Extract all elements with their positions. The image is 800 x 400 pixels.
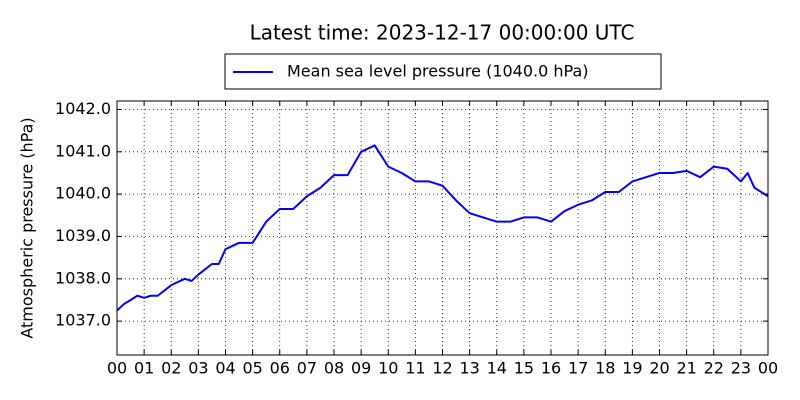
legend-label: Mean sea level pressure (1040.0 hPa) <box>287 62 589 81</box>
x-tick-label: 08 <box>324 359 344 378</box>
x-tick-label: 13 <box>459 359 479 378</box>
x-tick-label: 18 <box>595 359 615 378</box>
y-tick-label: 1038.0 <box>55 268 111 287</box>
x-tick-label: 19 <box>622 359 642 378</box>
x-tick-label: 09 <box>351 359 371 378</box>
x-tick-label: 23 <box>731 359 751 378</box>
x-tick-label: 15 <box>514 359 534 378</box>
x-tick-label: 00 <box>107 359 127 378</box>
y-axis-label: Atmospheric pressure (hPa) <box>18 117 37 338</box>
x-tick-label: 05 <box>242 359 262 378</box>
x-tick-label: 07 <box>297 359 317 378</box>
x-tick-label: 11 <box>405 359 425 378</box>
x-tick-label: 01 <box>134 359 154 378</box>
x-tick-label: 12 <box>432 359 452 378</box>
x-tick-label: 00 <box>758 359 778 378</box>
y-tick-label: 1040.0 <box>55 184 111 203</box>
x-tick-label: 17 <box>568 359 588 378</box>
y-tick-label: 1042.0 <box>55 99 111 118</box>
y-tick-label: 1037.0 <box>55 311 111 330</box>
x-tick-label: 16 <box>541 359 561 378</box>
line-series <box>116 144 769 312</box>
legend: Mean sea level pressure (1040.0 hPa) <box>224 53 662 90</box>
x-tick-label: 21 <box>676 359 696 378</box>
grid <box>116 101 769 355</box>
legend-box <box>224 53 662 90</box>
x-tick-label: 14 <box>487 359 507 378</box>
x-tick-label: 20 <box>649 359 669 378</box>
y-tick-label: 1041.0 <box>55 141 111 160</box>
x-tick-label: 04 <box>215 359 235 378</box>
lines <box>116 144 769 312</box>
x-tick-label: 22 <box>704 359 724 378</box>
x-tick-label: 03 <box>188 359 208 378</box>
y-tick-label: 1039.0 <box>55 226 111 245</box>
x-tick-label: 02 <box>161 359 181 378</box>
chart-title: Latest time: 2023-12-17 00:00:00 UTC <box>250 21 635 45</box>
x-tick-label: 10 <box>378 359 398 378</box>
ticks: 1037.0 1038.0 1039.0 1040.0 1041.0 1042.0 00 01… <box>55 99 778 378</box>
x-tick-label: 06 <box>270 359 290 378</box>
